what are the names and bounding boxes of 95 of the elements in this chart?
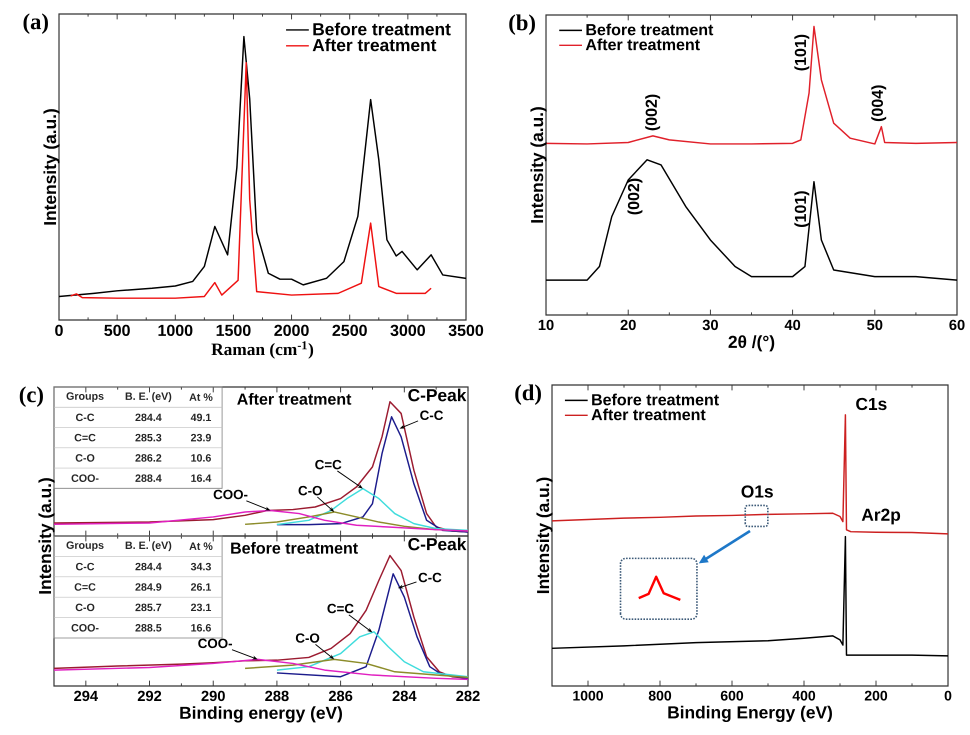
x-tick-label: 50	[867, 320, 882, 330]
x-tick-label: 3000	[390, 324, 425, 336]
annotation: C-O	[296, 633, 320, 643]
x-tick-label: 10	[538, 320, 554, 330]
annotation: 23.9	[190, 434, 211, 442]
text: At %	[189, 393, 213, 401]
annotation: C=C	[315, 460, 342, 470]
chart-title: (b)	[509, 14, 535, 35]
x-tick-label: 600	[720, 690, 744, 701]
x-tick-label: 60	[949, 320, 965, 330]
annotation: C-C	[76, 414, 94, 422]
legend-label: Before treatment	[592, 394, 719, 406]
annotation: COO-	[72, 474, 99, 482]
annotation: 284.9	[135, 583, 162, 591]
y-axis-title: Intensity (a.u.)	[530, 107, 547, 223]
chart-title: (a)	[24, 13, 48, 34]
annotation: 285.7	[135, 604, 162, 612]
annotation: O1s	[742, 485, 773, 498]
annotation: 23.1	[190, 604, 212, 612]
y-axis-title: Intensity (a.u.)	[536, 478, 553, 594]
annotation: 34.3	[190, 562, 211, 570]
legend-label: Before treatment	[586, 24, 714, 36]
annotation: C-O	[76, 454, 94, 462]
annotation: 284.4	[135, 562, 162, 570]
x-tick-label: 3500	[448, 324, 484, 336]
chart-title: (c)	[20, 386, 43, 407]
x-tick-label: 1500	[216, 324, 251, 336]
x-tick-label: 2500	[332, 324, 367, 336]
y-axis-title: Intensity (a.u.)	[43, 109, 60, 225]
x-tick-label: 500	[104, 324, 130, 336]
legend-label: After treatment	[586, 38, 700, 50]
x-tick-label: 40	[784, 320, 800, 330]
x-axis-title: Raman (cm$^{-1}$)	[211, 341, 314, 359]
x-tick-label: 294	[74, 690, 98, 702]
x-tick-label: 2000	[274, 324, 309, 336]
chart-subtitle: After treatment	[237, 393, 352, 405]
legend-label: After treatment	[591, 408, 706, 420]
x-tick-label: 282	[456, 690, 480, 702]
x-tick-label: 200	[864, 690, 888, 701]
chart-subtitle: Before treatment	[231, 542, 358, 554]
text: C-Peak	[408, 538, 466, 550]
annotation: 16.6	[191, 624, 211, 632]
annotation: C-O	[76, 604, 94, 612]
legend-label: Before treatment	[313, 22, 451, 36]
annotation: (002)	[627, 178, 642, 214]
x-axis-title: Binding Energy (eV)	[668, 706, 832, 722]
annotation: C-O	[298, 486, 322, 496]
x-tick-label: 400	[792, 690, 816, 701]
x-tick-label: 0	[944, 690, 952, 701]
text: At %	[189, 542, 213, 550]
text: B. E. (eV)	[126, 541, 172, 552]
annotation: 288.5	[135, 624, 162, 632]
annotation: 49.1	[190, 414, 212, 422]
annotation: COO-	[214, 490, 248, 500]
annotation: 284.4	[135, 414, 162, 422]
annotation: 285.3	[135, 434, 162, 442]
x-tick-label: 20	[620, 320, 636, 330]
x-tick-label: 800	[648, 690, 672, 701]
annotation: 10.6	[191, 454, 211, 462]
x-tick-label: 1000	[158, 324, 192, 336]
text: C-Peak	[408, 388, 466, 402]
text: Groups	[66, 541, 104, 552]
annotation: C-C	[418, 572, 442, 582]
annotation: Groups	[66, 392, 104, 402]
annotation: (002)	[645, 94, 660, 130]
annotation: C-C	[420, 410, 444, 420]
annotation: C=C	[74, 434, 96, 442]
x-tick-label: 288	[265, 690, 289, 702]
x-axis-title: Binding energy (eV)	[180, 706, 342, 722]
annotation: C1s	[856, 398, 887, 410]
x-tick-label: 0	[55, 324, 63, 336]
annotation: (101)	[794, 191, 810, 227]
x-tick-label: 292	[138, 690, 162, 702]
annotation: COO-	[198, 638, 232, 648]
annotation: 288.4	[135, 474, 162, 482]
annotation: COO-	[72, 624, 99, 632]
annotation: Ar2p	[862, 508, 900, 524]
annotation: B. E. (eV)	[126, 392, 172, 402]
annotation: C=C	[74, 583, 96, 591]
chart-title: (d)	[515, 384, 541, 405]
annotation: C-C	[76, 562, 94, 570]
x-tick-label: 284	[392, 690, 416, 702]
annotation: C=C	[327, 604, 354, 614]
annotation: 16.4	[191, 474, 212, 482]
annotation: (101)	[794, 34, 810, 70]
legend-label: After treatment	[312, 38, 436, 52]
x-tick-label: 290	[201, 690, 225, 702]
annotation: 286.2	[135, 454, 162, 462]
x-tick-label: 286	[328, 690, 352, 702]
x-axis-title: 2θ /(°)	[728, 335, 774, 352]
x-tick-label: 30	[702, 320, 718, 330]
x-tick-label: 1000	[573, 690, 603, 701]
annotation: (004)	[871, 85, 886, 122]
y-axis-title: Intensity (a.u.)	[38, 478, 55, 594]
annotation: 26.1	[190, 583, 212, 591]
